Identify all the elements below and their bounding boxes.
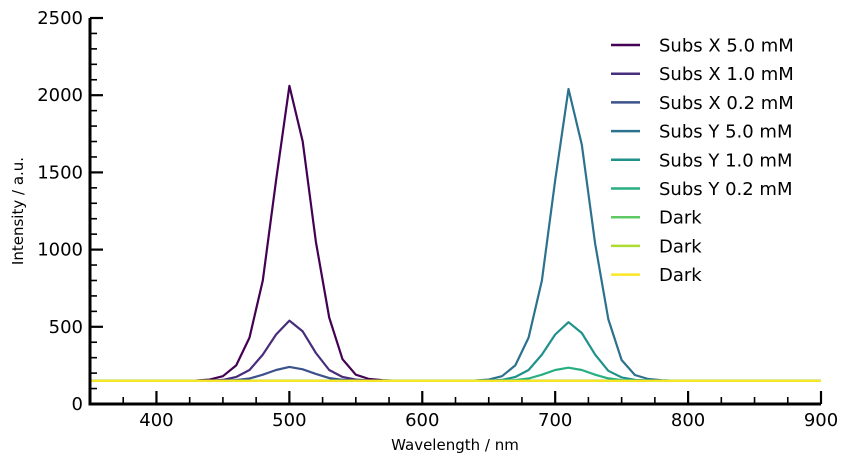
legend-label: Subs Y 0.2 mM [659,179,793,200]
legend-label: Subs Y 1.0 mM [659,150,793,171]
series-layer [90,84,821,382]
y-tick-label: 2500 [37,8,83,29]
legend-label: Subs X 5.0 mM [659,36,794,57]
y-tick-label: 500 [49,317,83,338]
y-tick-label: 1000 [37,240,83,261]
series-line-2 [90,365,821,382]
legend-label: Subs X 0.2 mM [659,93,794,114]
x-tick-label: 500 [272,410,306,431]
x-tick-label: 800 [671,410,705,431]
y-tick-label: 1500 [37,162,83,183]
legend-label: Dark [659,265,702,286]
legend-label: Dark [659,208,702,229]
legend-label: Subs Y 5.0 mM [659,122,793,143]
series-line-4 [90,321,821,382]
x-tick-label: 900 [804,410,838,431]
legend: Subs X 5.0 mM Subs X 1.0 mM Subs X 0.2 mM S… [611,36,794,286]
series-line-5 [90,366,821,382]
y-tick-label: 2000 [37,85,83,106]
series-line-1 [90,319,821,382]
x-tick-label: 400 [139,410,173,431]
y-axis-title: Intensity / a.u. [9,157,27,265]
x-axis-title: Wavelength / nm [391,436,519,454]
x-tick-label: 600 [405,410,439,431]
y-tick-label: 0 [72,394,83,415]
legend-label: Dark [659,236,702,257]
x-tick-label: 700 [538,410,572,431]
ticks-layer: 400 500 600 700 800 900 0 500 1000 1500 2000 2500 [37,8,838,431]
legend-label: Subs X 1.0 mM [659,64,794,85]
